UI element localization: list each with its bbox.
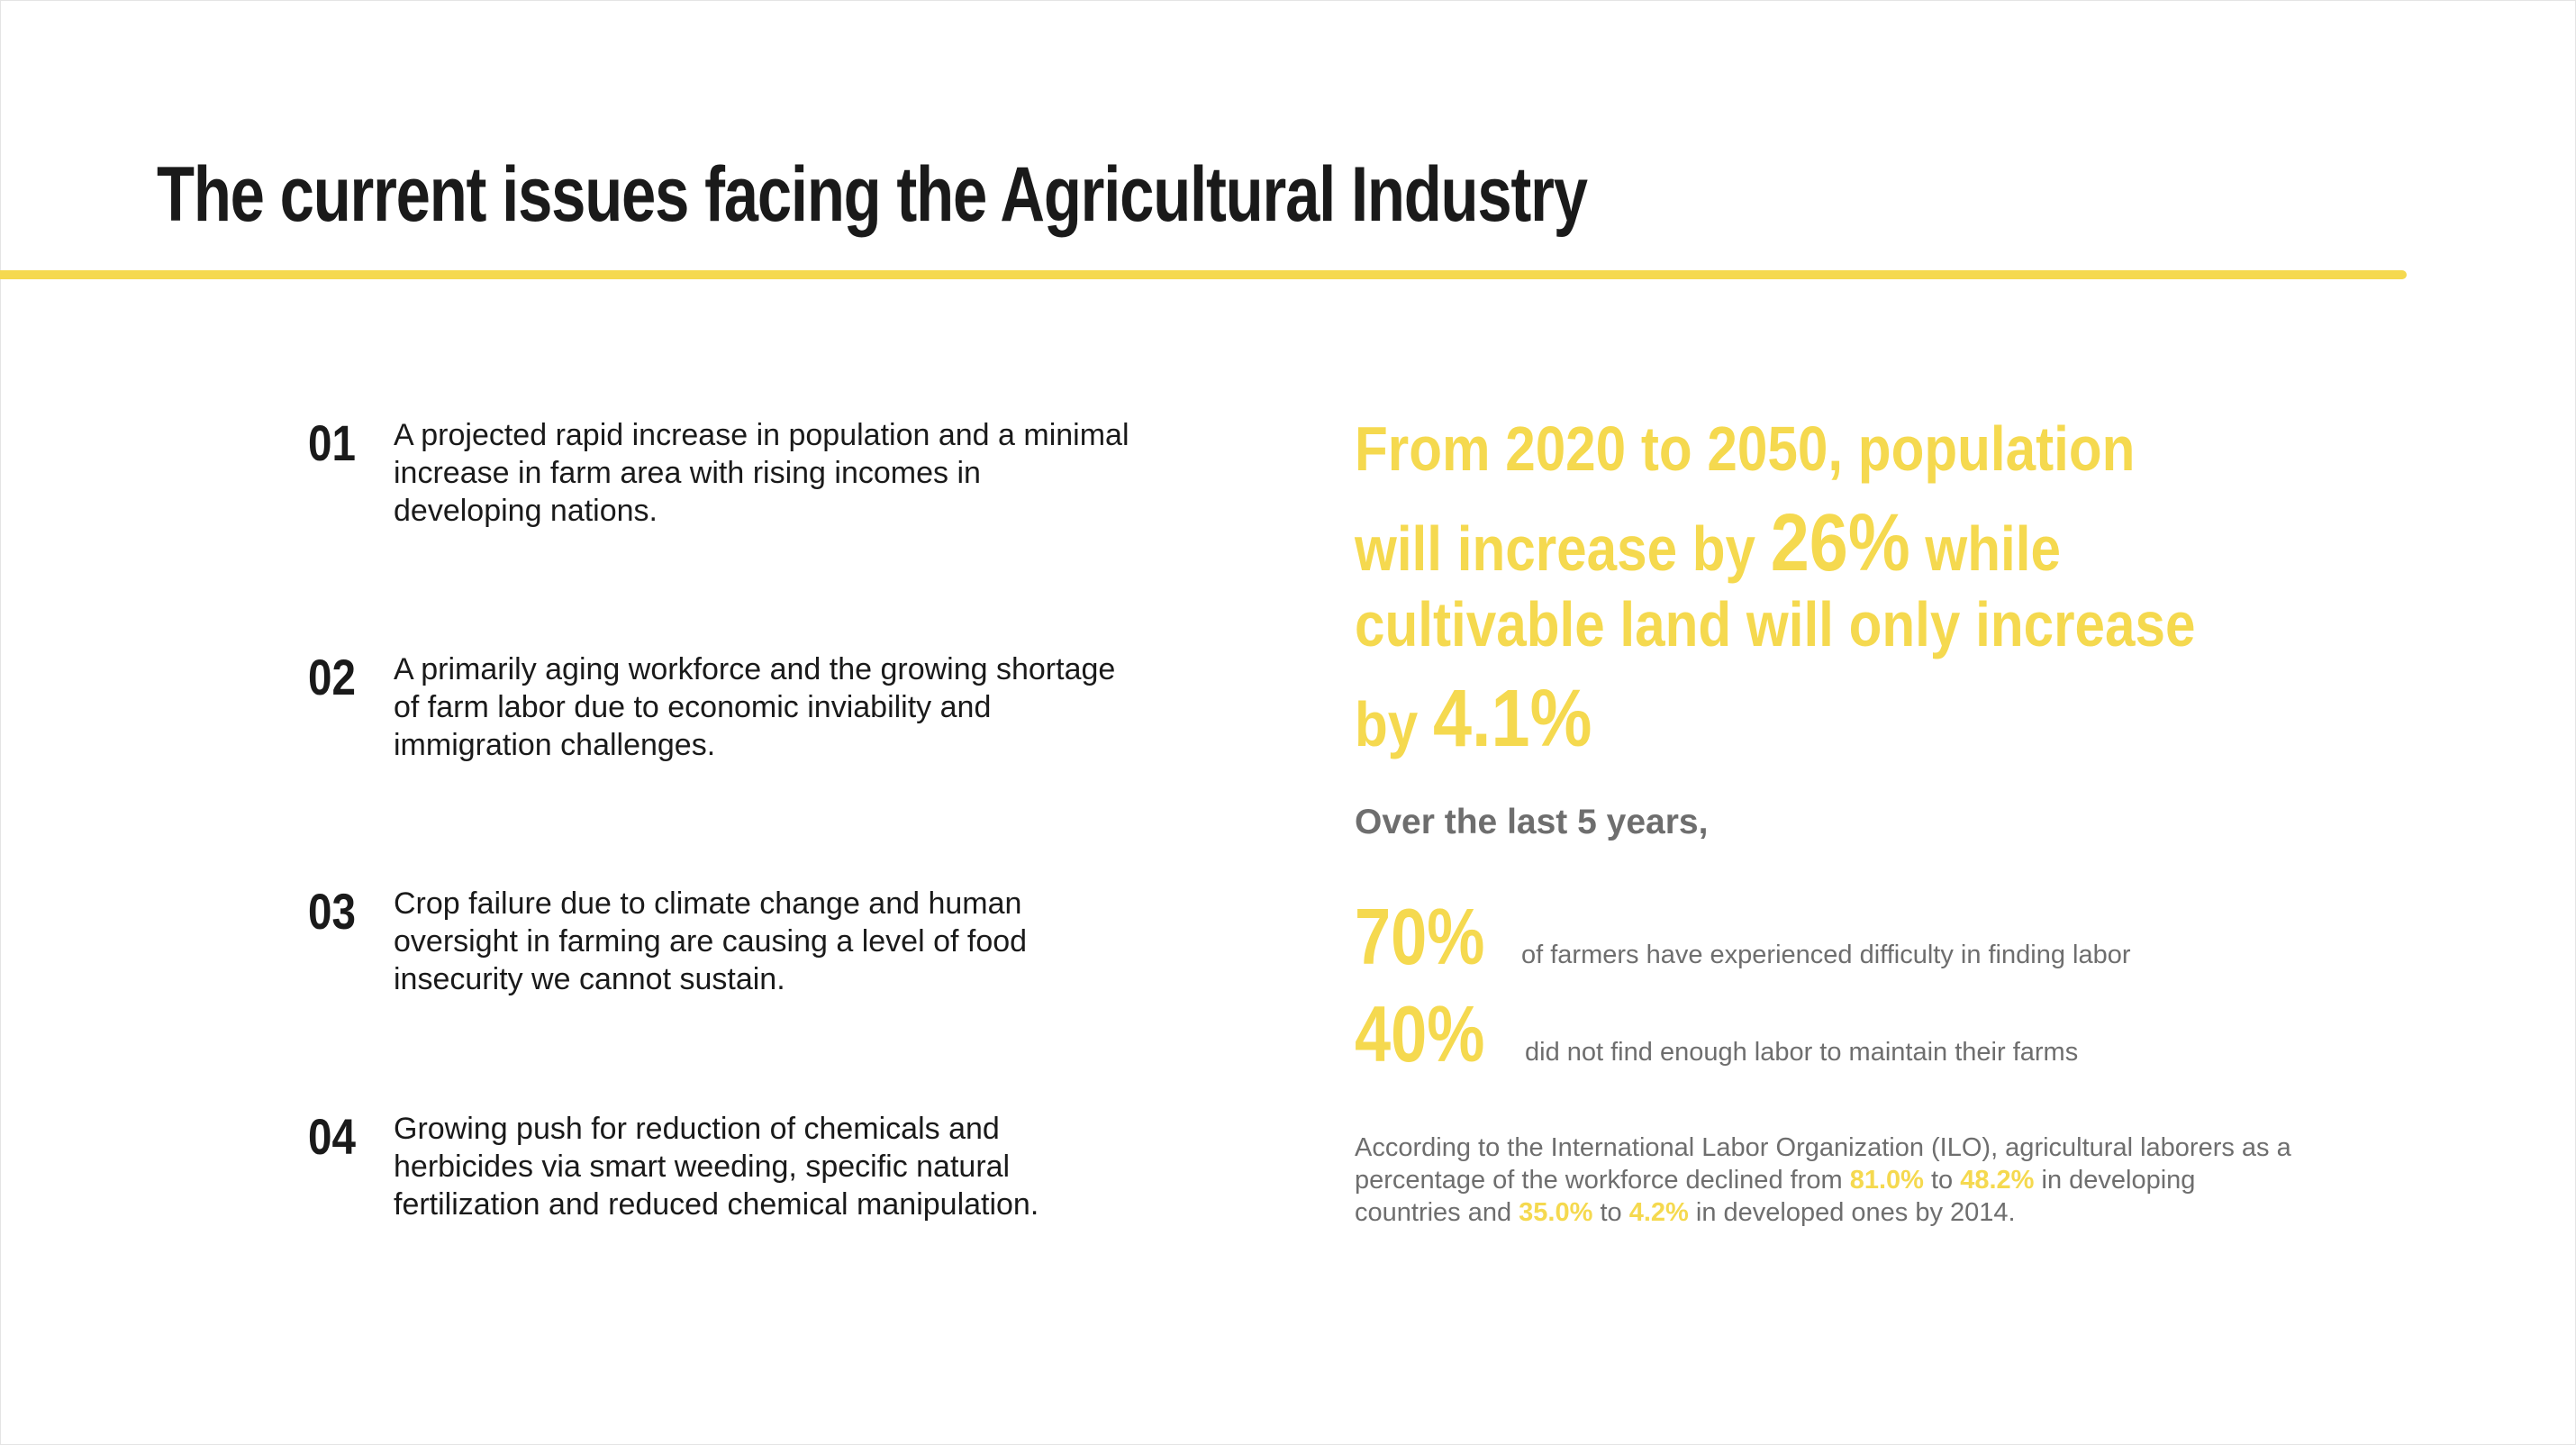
issue-number: 04	[308, 1108, 356, 1165]
stat-value: 40%	[1355, 989, 1485, 1078]
ilo-text: to	[1923, 1166, 1961, 1195]
ilo-value: 35.0%	[1519, 1198, 1593, 1227]
ilo-text: in developing countries and	[1355, 1166, 2196, 1227]
ilo-value: 48.2%	[1960, 1166, 2035, 1195]
ilo-value: 81.0%	[1849, 1166, 1924, 1195]
headline-line-4: by 4.1%	[1355, 674, 1592, 769]
issue-text: A primarily aging workforce and the grow…	[394, 652, 1116, 762]
headline-line-1: From 2020 to 2050, population	[1355, 414, 2136, 484]
page-title: The current issues facing the Agricultur…	[157, 151, 1588, 238]
ilo-note: According to the International Labor Org…	[1355, 1131, 2291, 1229]
stat-value: 70%	[1355, 892, 1485, 981]
ilo-text: to	[1592, 1198, 1629, 1227]
issue-number: 01	[308, 414, 356, 471]
headline-line-3: cultivable land will only increase	[1355, 589, 2196, 659]
ilo-text: According to the International Labor Org…	[1355, 1133, 2291, 1195]
period-label: Over the last 5 years,	[1355, 803, 1709, 841]
issue-number: 02	[308, 649, 356, 705]
stat-label: did not find enough labor to maintain th…	[1525, 1038, 2079, 1067]
issue-text: Crop failure due to climate change and h…	[394, 886, 1028, 996]
issue-number: 03	[308, 883, 356, 940]
population-increase-pct: 26%	[1770, 498, 1910, 588]
ilo-text: in developed ones by 2014.	[1688, 1198, 2016, 1227]
issue-text: Growing push for reduction of chemicals …	[394, 1112, 1039, 1222]
issue-text: A projected rapid increase in population…	[394, 418, 1129, 528]
headline-text: by	[1355, 689, 1433, 759]
headline-text: will increase by	[1355, 513, 1771, 584]
land-increase-pct: 4.1%	[1432, 674, 1592, 764]
title-divider	[0, 270, 2407, 279]
headline-line-2: will increase by 26% while	[1355, 498, 2061, 594]
headline-text: while	[1909, 513, 2061, 584]
ilo-value: 4.2%	[1628, 1198, 1689, 1227]
stat-label: of farmers have experienced difficulty i…	[1521, 941, 2131, 969]
